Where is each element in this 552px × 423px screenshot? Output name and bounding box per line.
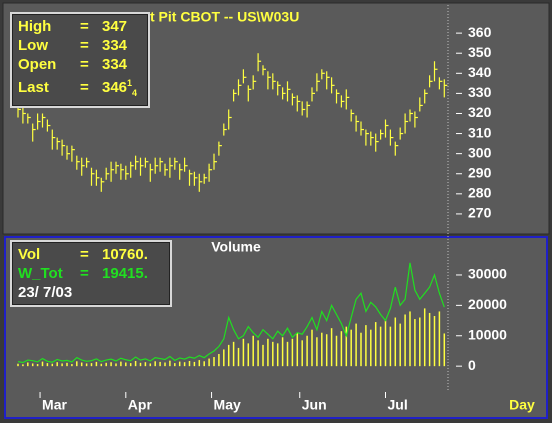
y-tick-label: 0 [468,357,476,373]
legend-name: Vol [18,246,41,263]
info-row: Low = 334 [18,36,142,55]
info-eq: = [80,18,89,35]
fraction-num: 1 [127,78,133,88]
info-eq: = [80,37,89,54]
info-eq: = [80,79,89,96]
legend-eq: = [80,246,89,263]
legend-eq: = [80,265,89,282]
x-tick-label: Apr [128,397,153,413]
y-tick-label: 270 [468,205,492,221]
x-unit: Day [509,397,535,413]
y-tick-label: 300 [468,144,492,160]
y-tick-label: 340 [468,64,492,80]
info-label: Open [18,56,57,73]
fraction-den: 4 [132,88,138,98]
y-tick-label: 20000 [468,296,507,312]
y-tick-label: 320 [468,104,492,120]
legend-readout: 10760. [102,246,148,263]
y-tick-label: 360 [468,24,492,40]
legend-row: Vol = 10760. [18,245,164,264]
y-tick-label: 310 [468,124,492,140]
info-label: Low [18,37,48,54]
x-tick-label: Jun [302,397,327,413]
legend-readout: 19415. [102,265,148,282]
legend-row: W_Tot = 19415. [18,264,164,283]
legend-name: W_Tot [18,265,63,282]
info-eq: = [80,56,89,73]
total-line [17,262,445,364]
x-tick-label: May [214,397,241,413]
info-row: Last = 34614 [18,74,142,103]
y-tick-label: 30000 [468,266,507,282]
volume-title: Volume [211,239,261,255]
info-label: High [18,18,52,35]
chart-title: t Pit CBOT -- US\W03U [150,9,299,25]
x-tick-label: Mar [42,397,67,413]
y-tick-label: 10000 [468,326,507,342]
y-tick-label: 280 [468,185,492,201]
info-row: Open = 334 [18,55,142,74]
info-value: 334 [102,56,128,73]
date: 23/ 7/03 [18,284,73,301]
y-tick-label: 290 [468,164,492,180]
volume-info: Vol = 10760. W_Tot = 19415. 23/ 7/03 [10,240,172,307]
price-info: High = 347 Low = 334 Open = 334 Last = 34614 [10,12,150,108]
x-tick-label: Jul [388,397,408,413]
y-tick-label: 330 [468,84,492,100]
info-row: High = 347 [18,17,142,36]
info-value: 347 [102,18,128,35]
info-value: 334 [102,37,128,54]
info-label: Last [18,79,49,96]
info-value: 34614 [102,78,138,98]
y-tick-label: 350 [468,44,492,60]
